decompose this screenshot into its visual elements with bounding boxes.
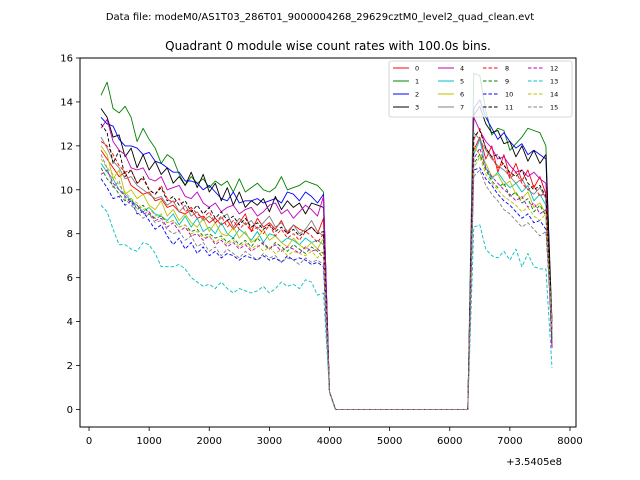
legend-label-9: 9 (505, 78, 509, 86)
y-tick-label: 2 (67, 361, 73, 372)
axes-frame (79, 57, 577, 428)
legend-label-12: 12 (550, 65, 558, 73)
legend-label-14: 14 (550, 91, 558, 99)
x-axis: 0 1000 2000 3000 4000 5000 6000 7000 8000 (86, 427, 583, 447)
legend-label-0: 0 (415, 65, 419, 73)
plot-area (79, 57, 577, 428)
y-tick-label: 4 (67, 317, 73, 328)
legend-label-3: 3 (415, 104, 419, 112)
legend-label-5: 5 (460, 78, 464, 86)
legend-label-4: 4 (460, 65, 464, 73)
chart-title: Quadrant 0 module wise count rates with … (165, 39, 491, 53)
suptitle: Data file: modeM0/AS1T03_286T01_90000042… (106, 12, 534, 23)
legend-label-15: 15 (550, 104, 558, 112)
legend-frame (388, 60, 573, 118)
x-tick-label: 0 (86, 436, 92, 447)
series-line-4 (100, 116, 553, 410)
x-tick-label: 5000 (377, 436, 402, 447)
legend-label-11: 11 (505, 104, 513, 112)
x-tick-label: 4000 (317, 436, 342, 447)
x-offset-label: +3.5405e8 (506, 457, 562, 468)
y-tick-label: 16 (60, 54, 73, 65)
x-tick-label: 6000 (437, 436, 462, 447)
legend-label-7: 7 (460, 104, 464, 112)
legend-label-6: 6 (460, 91, 464, 99)
y-axis: 0 2 4 6 8 10 12 14 16 (60, 54, 80, 416)
x-tick-label: 1000 (136, 436, 161, 447)
x-tick-label: 3000 (257, 436, 282, 447)
legend-label-10: 10 (505, 91, 513, 99)
series-line-13 (100, 204, 553, 410)
y-tick-label: 14 (60, 97, 73, 108)
legend-label-2: 2 (415, 91, 419, 99)
legend-label-8: 8 (505, 65, 509, 73)
series-lines (100, 72, 553, 410)
y-tick-label: 8 (67, 229, 73, 240)
legend-label-13: 13 (550, 78, 558, 86)
x-tick-label: 2000 (197, 436, 222, 447)
x-tick-label: 7000 (497, 436, 522, 447)
legend-label-1: 1 (415, 78, 419, 86)
y-tick-label: 0 (67, 405, 73, 416)
y-tick-label: 6 (67, 273, 73, 284)
y-tick-label: 10 (60, 185, 73, 196)
series-line-15 (100, 154, 553, 410)
y-tick-label: 12 (60, 141, 73, 152)
x-tick-label: 8000 (557, 436, 582, 447)
